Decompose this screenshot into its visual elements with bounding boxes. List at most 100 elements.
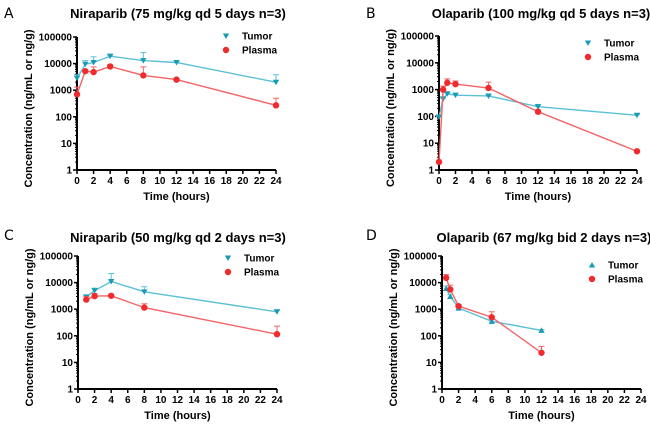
data-point <box>272 102 280 109</box>
legend-marker <box>222 33 230 39</box>
panel-letter: C <box>4 228 14 244</box>
legend-item-tumor: Tumor <box>584 39 634 50</box>
series-plasma <box>442 274 545 356</box>
x-axis-label: Time (hours) <box>144 410 211 422</box>
y-tick-label: 10 <box>61 139 73 150</box>
data-point <box>485 84 492 92</box>
x-tick-label: 2 <box>92 395 98 406</box>
y-axis-label: Concentration (ng/mL or ng/g) <box>388 248 400 406</box>
series-plasma <box>73 63 280 109</box>
x-tick-label: 12 <box>536 395 548 406</box>
data-point <box>488 314 495 321</box>
data-point <box>141 304 148 311</box>
data-point <box>633 148 641 155</box>
panel-letter: B <box>366 6 376 22</box>
data-point <box>173 59 180 66</box>
legend-item-tumor: Tumor <box>222 32 272 43</box>
data-point <box>140 72 147 79</box>
panel-letter: A <box>4 6 14 22</box>
x-tick-label: 2 <box>453 176 459 187</box>
series-plasma <box>83 292 281 338</box>
x-tick-label: 18 <box>222 395 234 406</box>
y-tick-label: 100000 <box>40 252 74 263</box>
y-tick-label: 10000 <box>409 278 437 289</box>
legend-marker <box>584 53 592 61</box>
x-tick-label: 22 <box>619 395 631 406</box>
y-tick-label: 10 <box>62 358 74 369</box>
chart-title: Niraparib (75 mg/kg qd 5 days n=3) <box>70 6 286 21</box>
x-tick-label: 6 <box>125 395 131 406</box>
legend-label: Tumor <box>608 261 638 272</box>
data-point <box>273 330 281 338</box>
y-tick-label: 1 <box>66 166 72 177</box>
panel-c: C Niraparib (50 mg/kg qd 2 days n=3) 1 10 10… <box>4 228 286 422</box>
data-point <box>90 59 97 66</box>
data-point <box>633 112 641 119</box>
series-line <box>438 82 638 162</box>
data-point <box>534 104 542 110</box>
panel-d: D Olaparib (67 mg/kg bid 2 days n=3) 1 10 10… <box>366 228 650 422</box>
legend-item-plasma: Plasma <box>584 53 639 64</box>
x-tick-label: 22 <box>255 395 267 406</box>
y-tick-label: 100000 <box>404 252 438 263</box>
series-line <box>76 65 277 106</box>
panel-a: A Niraparib (75 mg/kg qd 5 days n=3) 1 10 10… <box>4 6 286 203</box>
y-tick-label: 100 <box>420 331 437 342</box>
data-point <box>534 108 542 115</box>
data-point <box>82 67 89 75</box>
series-tumor <box>73 52 280 86</box>
x-tick-label: 14 <box>189 395 201 406</box>
legend-marker <box>224 255 232 261</box>
x-tick-label: 16 <box>205 395 217 406</box>
x-tick-label: 18 <box>221 176 233 187</box>
legend-marker <box>224 268 232 276</box>
y-axis-label: Concentration (ng/mL or ng/g) <box>23 29 35 187</box>
x-tick-label: 20 <box>238 395 250 406</box>
x-tick-label: 8 <box>141 176 147 187</box>
y-axis-label: Concentration (ng/mL or ng/g) <box>385 29 397 187</box>
data-point <box>538 327 545 333</box>
y-tick-label: 100 <box>417 112 434 123</box>
y-tick-label: 10000 <box>45 278 73 289</box>
x-tick-label: 20 <box>237 176 249 187</box>
x-tick-label: 2 <box>91 176 97 187</box>
x-tick-label: 14 <box>188 176 200 187</box>
x-tick-label: 16 <box>569 395 581 406</box>
x-tick-label: 6 <box>486 176 492 187</box>
x-tick-label: 4 <box>472 395 478 406</box>
x-tick-label: 4 <box>107 176 113 187</box>
x-tick-label: 20 <box>602 395 614 406</box>
y-tick-label: 1000 <box>412 85 435 96</box>
x-tick-label: 24 <box>631 176 643 187</box>
x-tick-label: 20 <box>598 176 610 187</box>
y-tick-label: 100000 <box>401 32 435 43</box>
series-tumor <box>435 91 641 120</box>
legend-label: Tumor <box>604 39 634 50</box>
x-tick-label: 16 <box>204 176 216 187</box>
x-tick-label: 22 <box>254 176 266 187</box>
y-tick-label: 1000 <box>50 86 73 97</box>
data-point <box>91 292 98 300</box>
x-tick-label: 0 <box>75 395 81 406</box>
legend-item-plasma: Plasma <box>588 275 643 286</box>
legend-label: Plasma <box>604 53 639 64</box>
chart-title: Niraparib (50 mg/kg qd 2 days n=3) <box>70 230 286 245</box>
data-point <box>538 349 545 356</box>
data-point <box>452 80 459 88</box>
y-tick-label: 100 <box>55 112 72 123</box>
data-point <box>106 63 114 70</box>
data-point <box>444 91 451 97</box>
x-tick-label: 14 <box>549 176 561 187</box>
data-point <box>73 91 81 98</box>
legend-marker <box>222 46 230 54</box>
x-tick-label: 8 <box>506 395 512 406</box>
legend-label: Plasma <box>242 46 277 57</box>
legend-label: Tumor <box>242 32 272 43</box>
y-tick-label: 1000 <box>51 305 74 316</box>
data-point <box>435 158 443 166</box>
y-tick-label: 10000 <box>44 59 72 70</box>
legend-marker <box>588 262 596 268</box>
data-point <box>485 93 492 99</box>
x-tick-label: 10 <box>155 395 167 406</box>
